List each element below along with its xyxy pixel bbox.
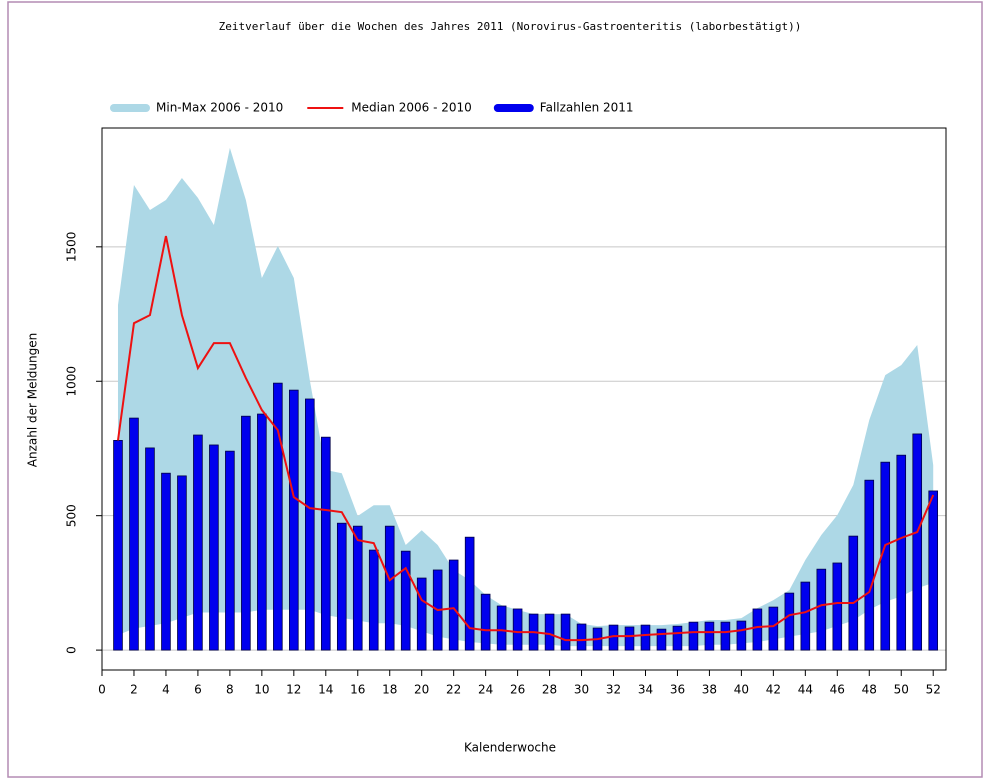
bar — [161, 472, 171, 651]
bar — [704, 621, 715, 651]
x-tick-label: 52 — [926, 683, 941, 697]
plot-box — [101, 127, 947, 671]
bar — [336, 522, 347, 651]
bar — [352, 525, 363, 651]
x-tick-label: 18 — [382, 683, 397, 697]
bar — [448, 559, 459, 651]
x-tick-label: 26 — [510, 683, 525, 697]
legend-label: Min-Max 2006 - 2010 — [156, 101, 283, 115]
bar — [241, 415, 251, 651]
bar — [768, 606, 779, 651]
bar — [736, 620, 747, 651]
median-line — [116, 235, 935, 642]
x-tick-label: 36 — [670, 683, 685, 697]
bar — [480, 593, 491, 651]
x-tick-label: 24 — [478, 683, 493, 697]
bar — [688, 621, 699, 651]
bar — [864, 479, 875, 651]
x-tick-label: 50 — [894, 683, 909, 697]
x-tick-label: 20 — [414, 683, 429, 697]
bar — [928, 490, 939, 651]
y-tick-label: 1500 — [65, 232, 79, 263]
bar — [400, 550, 411, 651]
x-tick-label: 40 — [734, 683, 749, 697]
legend-label: Median 2006 - 2010 — [351, 101, 472, 115]
y-tick-label: 1000 — [65, 366, 79, 397]
x-tick-label: 42 — [766, 683, 781, 697]
bar — [193, 434, 203, 651]
bar — [464, 536, 475, 651]
x-tick-label: 28 — [542, 683, 557, 697]
bar — [145, 447, 155, 651]
x-tick-label: 38 — [702, 683, 717, 697]
bar — [800, 581, 811, 651]
bar — [305, 398, 315, 651]
bar — [896, 454, 907, 651]
chart-title: Zeitverlauf über die Wochen des Jahres 2… — [219, 20, 802, 33]
bar — [368, 549, 379, 651]
x-tick-label: 34 — [638, 683, 653, 697]
frame — [7, 1, 983, 778]
x-tick-label: 46 — [830, 683, 845, 697]
bar — [656, 628, 667, 651]
bar — [273, 382, 283, 651]
bar — [544, 613, 555, 651]
bar — [672, 625, 683, 651]
bar — [416, 577, 427, 651]
bar — [129, 417, 139, 651]
bar — [560, 613, 571, 651]
x-tick-label: 44 — [798, 683, 813, 697]
y-tick-label: 500 — [65, 504, 79, 527]
bar — [320, 436, 331, 651]
bar — [496, 605, 507, 651]
y-tick-label: 0 — [65, 646, 79, 654]
bar — [640, 624, 651, 651]
x-tick-label: 4 — [162, 683, 170, 697]
bar — [576, 623, 587, 651]
bar — [225, 450, 235, 651]
bar — [848, 535, 859, 651]
bar — [113, 440, 123, 651]
x-tick-label: 6 — [194, 683, 202, 697]
x-tick-label: 10 — [254, 683, 269, 697]
bar — [816, 568, 827, 651]
legend-label: Fallzahlen 2011 — [540, 101, 634, 115]
x-tick-label: 2 — [130, 683, 138, 697]
bar — [832, 562, 843, 651]
bar — [912, 433, 923, 651]
bar — [752, 608, 763, 651]
x-tick-label: 32 — [606, 683, 621, 697]
bar — [209, 444, 219, 651]
x-tick-label: 22 — [446, 683, 461, 697]
x-tick-label: 0 — [98, 683, 106, 697]
x-tick-label: 48 — [862, 683, 877, 697]
bar — [289, 389, 299, 651]
x-tick-label: 12 — [286, 683, 301, 697]
bar — [384, 525, 395, 651]
bar — [784, 592, 795, 651]
bar — [257, 413, 267, 651]
x-tick-label: 8 — [226, 683, 234, 697]
bar — [624, 626, 635, 651]
bar — [720, 621, 731, 651]
bar — [177, 475, 187, 651]
min-max-band — [117, 147, 934, 647]
x-tick-label: 16 — [350, 683, 365, 697]
bar — [512, 608, 523, 651]
x-tick-label: 30 — [574, 683, 589, 697]
x-tick-label: 14 — [318, 683, 333, 697]
y-axis-label: Anzahl der Meldungen — [26, 333, 40, 467]
x-axis-label: Kalenderwoche — [464, 741, 556, 755]
